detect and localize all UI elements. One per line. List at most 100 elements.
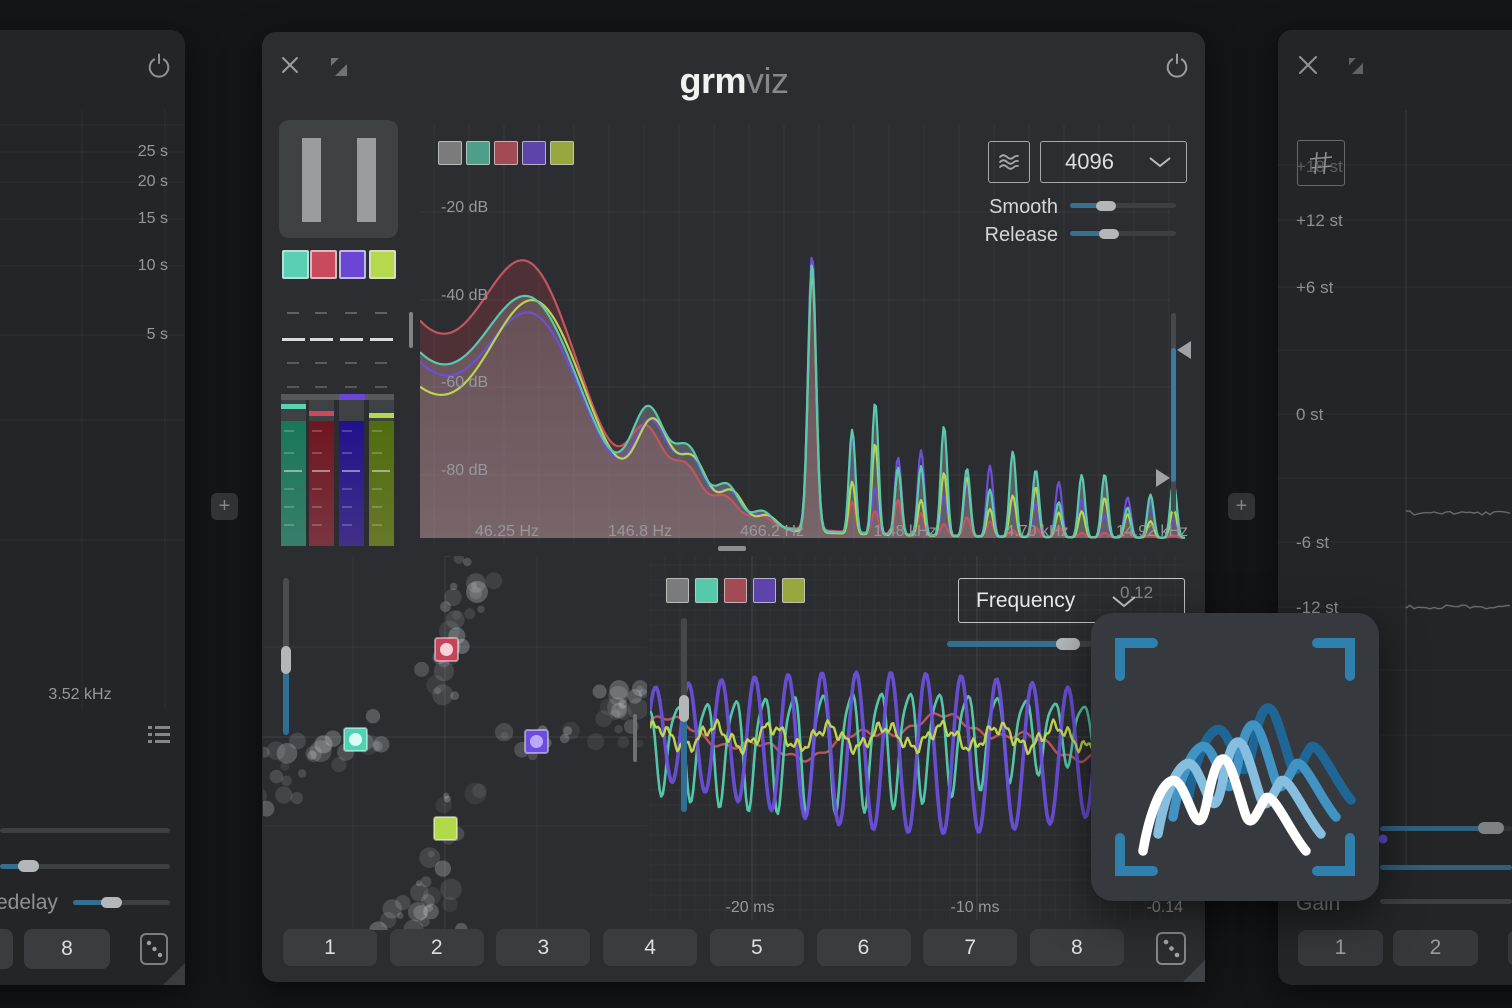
- preset-button-4[interactable]: 4: [603, 929, 698, 966]
- spectrum-swatch[interactable]: [522, 141, 546, 165]
- left-preset-partial[interactable]: [0, 929, 13, 969]
- grain-dot: [466, 580, 488, 603]
- left-preset-8[interactable]: 8: [24, 929, 110, 969]
- preset-button-6[interactable]: 6: [816, 929, 911, 966]
- scope-swatch[interactable]: [695, 578, 718, 603]
- semitone-tick-label: 0 st: [1296, 405, 1324, 424]
- grain-dot: [609, 680, 629, 700]
- meter-slider-bar[interactable]: [281, 394, 394, 400]
- spectrum-plot: [420, 125, 1185, 545]
- semitone-tick-label: -12 st: [1296, 598, 1339, 617]
- waves-icon: [999, 154, 1019, 170]
- resize-icon[interactable]: [1348, 57, 1364, 75]
- spectrum-swatch[interactable]: [550, 141, 574, 165]
- grain-dot: [289, 732, 306, 750]
- spectrum-swatch[interactable]: [466, 141, 490, 165]
- preset-button-2[interactable]: 2: [389, 929, 484, 966]
- semitone-tick-label: +12 st: [1296, 211, 1343, 230]
- left-slider-2-handle[interactable]: [18, 860, 39, 872]
- list-icon[interactable]: [148, 725, 170, 745]
- preset-button-8[interactable]: 8: [1029, 929, 1124, 966]
- right-preset-button-1[interactable]: 1: [1298, 930, 1383, 966]
- smooth-slider-handle[interactable]: [1096, 200, 1116, 211]
- add-module-right-button[interactable]: +: [1228, 493, 1255, 520]
- meter-tick: [375, 312, 387, 314]
- right-slider-1-handle[interactable]: [1478, 822, 1504, 834]
- freq-tick-label: 1.48 kHz: [873, 523, 937, 540]
- grain-dot: [453, 556, 464, 564]
- title-viz: viz: [746, 60, 789, 101]
- spectrum-swatch[interactable]: [494, 141, 518, 165]
- meter-tick: [315, 362, 327, 364]
- title-grm: grm: [679, 60, 746, 101]
- meter-peak-line: [370, 338, 393, 341]
- power-icon[interactable]: [146, 52, 172, 78]
- preset-button-1[interactable]: 1: [283, 929, 377, 966]
- scatter-vslider-handle[interactable]: [281, 646, 291, 674]
- spectrum-hscrollbar[interactable]: [718, 546, 746, 551]
- snap-grid-button[interactable]: [1297, 140, 1345, 186]
- fft-size-dropdown[interactable]: 4096: [1040, 141, 1187, 183]
- pause-button[interactable]: [279, 120, 398, 238]
- release-slider-handle[interactable]: [1099, 228, 1119, 239]
- power-icon[interactable]: [1164, 52, 1190, 78]
- meter-bar-tick: [372, 524, 382, 526]
- release-slider[interactable]: [1070, 231, 1176, 236]
- scatter-scrollbar[interactable]: [633, 714, 637, 762]
- grain-dot: [297, 769, 307, 778]
- window-title: grmviz: [628, 60, 840, 102]
- close-icon[interactable]: [281, 56, 299, 74]
- grain-dot: [433, 661, 455, 682]
- right-preset-partial[interactable]: [1508, 930, 1512, 966]
- right-slider-2[interactable]: [1380, 865, 1512, 870]
- spectrum-swatch[interactable]: [438, 141, 462, 165]
- dice-icon[interactable]: [139, 930, 169, 968]
- scope-vslider-handle[interactable]: [679, 695, 689, 722]
- grain-dot: [439, 620, 460, 642]
- meter-bar-tick: [342, 452, 352, 454]
- left-freq-readout: 3.52 kHz: [48, 686, 112, 703]
- scope-swatch[interactable]: [666, 578, 689, 603]
- grain-dot: [421, 894, 435, 908]
- spectrum-range-fill: [1171, 348, 1176, 482]
- palette-swatch[interactable]: [310, 250, 337, 279]
- scope-swatch[interactable]: [753, 578, 776, 603]
- freeze-button[interactable]: [988, 141, 1030, 183]
- grain-dot: [464, 608, 476, 620]
- scope-slider-handle[interactable]: [1056, 638, 1080, 650]
- predelay-slider-handle[interactable]: [101, 897, 122, 908]
- scope-swatch[interactable]: [782, 578, 805, 603]
- meter-slider-segment[interactable]: [339, 394, 365, 400]
- resize-icon[interactable]: [330, 57, 348, 77]
- right-preset-button-2[interactable]: 2: [1393, 930, 1478, 966]
- meter-bar-tick: [312, 430, 322, 432]
- range-handle-bottom[interactable]: [1156, 469, 1170, 487]
- meter-bar-tick: [342, 524, 352, 526]
- meter-tick: [345, 362, 357, 364]
- meter-scrollbar[interactable]: [409, 312, 413, 348]
- preset-button-3[interactable]: 3: [496, 929, 591, 966]
- range-handle-top[interactable]: [1177, 341, 1191, 359]
- preset-button-7[interactable]: 7: [923, 929, 1018, 966]
- add-module-left-button[interactable]: +: [211, 493, 238, 520]
- left-slider-1[interactable]: [0, 828, 170, 833]
- smooth-slider[interactable]: [1070, 203, 1176, 208]
- main-resize-corner[interactable]: [1183, 960, 1205, 982]
- release-slider-fill: [1070, 231, 1103, 236]
- grain-dot: [611, 702, 627, 719]
- left-slider-2[interactable]: [0, 864, 170, 869]
- palette-swatch[interactable]: [369, 250, 396, 279]
- meter-bar-tick: [342, 506, 352, 508]
- grain-dot: [269, 769, 284, 784]
- scope-mode-dropdown[interactable]: Frequency: [958, 578, 1185, 623]
- right-slider-3[interactable]: [1380, 899, 1512, 904]
- preset-button-5[interactable]: 5: [709, 929, 804, 966]
- scope-swatch[interactable]: [724, 578, 747, 603]
- source-marker[interactable]: [433, 816, 458, 841]
- dice-icon[interactable]: [1154, 930, 1188, 967]
- smooth-slider-fill: [1070, 203, 1100, 208]
- palette-swatch[interactable]: [282, 250, 309, 279]
- left-resize-corner[interactable]: [163, 963, 185, 985]
- palette-swatch[interactable]: [339, 250, 366, 279]
- close-icon[interactable]: [1298, 55, 1318, 75]
